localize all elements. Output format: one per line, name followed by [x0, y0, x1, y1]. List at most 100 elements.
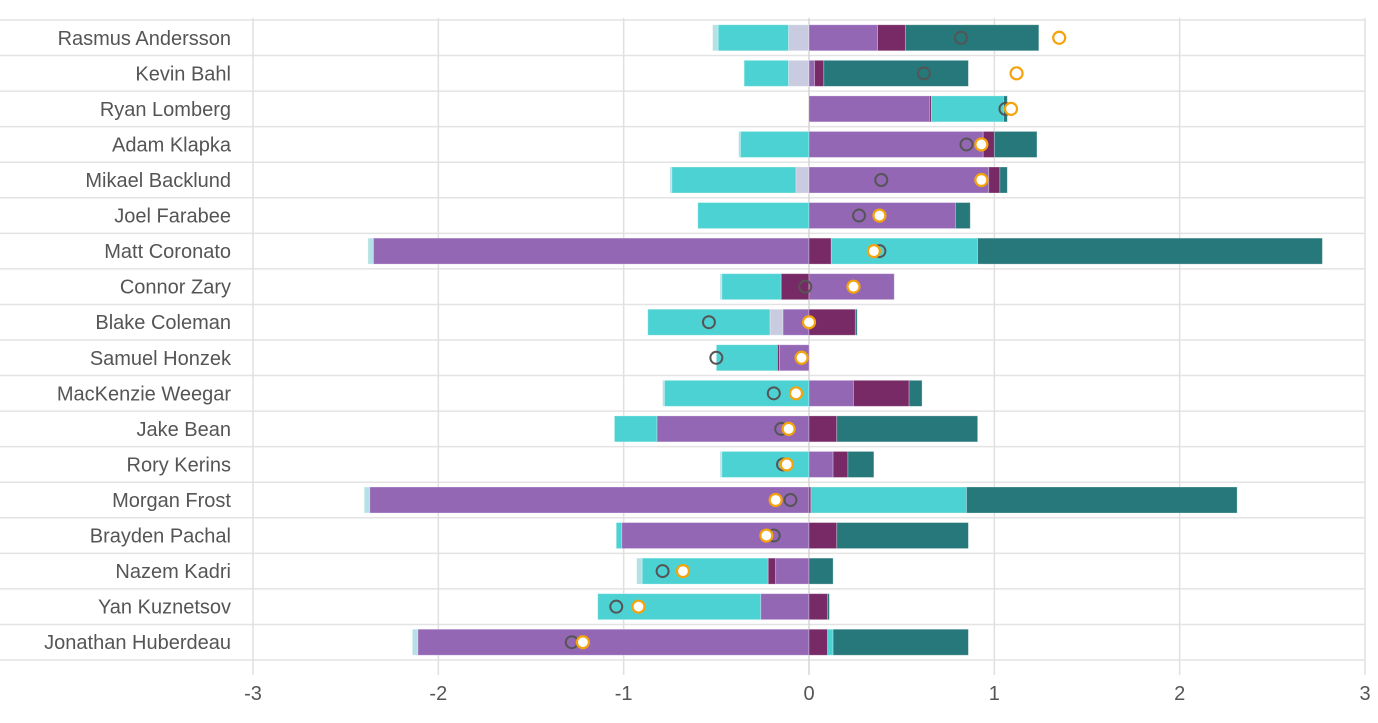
- bar-segment-dp: [877, 24, 906, 52]
- bar-segment-lp: [621, 522, 810, 549]
- bar-segment-cy: [740, 131, 810, 158]
- bar-segment-dp: [814, 59, 825, 87]
- bar-segment-lp: [808, 379, 854, 407]
- bar-segment-cy: [830, 237, 979, 265]
- bar-segment-pc: [738, 131, 741, 158]
- bar-segment-cy: [614, 415, 658, 443]
- x-tick-label: 2: [1174, 683, 1185, 705]
- y-category-label: Mikael Backlund: [85, 170, 231, 192]
- marker-gray: [609, 599, 624, 614]
- bar-segment-lp: [808, 95, 930, 123]
- marker-orange: [1009, 66, 1024, 81]
- bar-segment-dp: [808, 628, 828, 656]
- marker-orange: [788, 386, 804, 401]
- y-category-label: Brayden Pachal: [90, 526, 231, 548]
- bar-segment-pc: [363, 486, 371, 514]
- marker-gray: [959, 137, 974, 152]
- bar-segment-dp: [808, 522, 838, 549]
- bar-segment-te: [832, 628, 969, 656]
- y-category-label: Rasmus Andersson: [58, 28, 231, 50]
- bar-segment-lp: [760, 593, 810, 621]
- bar-segment-dp: [808, 593, 828, 621]
- bar-segment-lp: [808, 24, 878, 52]
- marker-orange: [779, 457, 794, 472]
- marker-gray: [852, 208, 867, 223]
- marker-orange: [866, 244, 881, 259]
- bar-segment-te: [854, 308, 858, 336]
- marker-orange: [846, 279, 861, 294]
- bar-segment-pc: [411, 628, 419, 656]
- x-tick-label: -3: [244, 683, 262, 705]
- bar-segment-te: [993, 131, 1038, 158]
- bar-segment-te: [999, 166, 1008, 194]
- marker-gray: [798, 279, 813, 294]
- bar-segment-lv: [769, 308, 784, 336]
- bar-segment-cy: [715, 344, 778, 372]
- y-category-label: Ryan Lomberg: [100, 99, 231, 121]
- marker-gray: [916, 66, 931, 81]
- bar-segment-dp: [832, 451, 849, 478]
- bar-segment-pc: [712, 24, 719, 52]
- bar-segment-lp: [808, 451, 834, 478]
- y-category-label: Connor Zary: [120, 277, 231, 299]
- marker-gray: [701, 315, 716, 330]
- y-category-label: Joel Farabee: [114, 206, 231, 228]
- bar-segment-cy: [743, 59, 790, 87]
- bar-segment-lp: [775, 557, 810, 585]
- bar-segment-dp: [767, 557, 777, 585]
- bar-segment-cy: [930, 95, 1005, 123]
- x-tick-label: 3: [1359, 683, 1370, 705]
- bar-segment-lp: [373, 237, 810, 265]
- marker-gray: [655, 564, 670, 579]
- marker-orange: [781, 421, 796, 436]
- bar-segment-te: [847, 451, 875, 478]
- marker-orange: [872, 208, 887, 223]
- marker-gray: [953, 30, 968, 45]
- y-category-label: Matt Coronato: [104, 241, 231, 263]
- x-tick-label: -1: [615, 683, 633, 705]
- bar-segment-te: [823, 59, 969, 87]
- marker-gray: [874, 173, 889, 187]
- bar-segment-cy: [641, 557, 769, 585]
- y-category-label: Kevin Bahl: [135, 63, 231, 85]
- y-category-label: Rory Kerins: [127, 454, 231, 476]
- marker-orange: [801, 315, 817, 330]
- y-category-label: Blake Coleman: [95, 312, 231, 334]
- x-tick-label: 1: [989, 683, 1000, 705]
- bar-segment-cy: [810, 486, 967, 514]
- bar-segment-pc: [367, 237, 374, 265]
- marker-orange: [1052, 30, 1067, 45]
- bar-segment-cy: [597, 593, 762, 621]
- marker-orange: [575, 635, 590, 650]
- bar-segment-dp: [808, 415, 838, 443]
- bar-segment-cy: [721, 451, 810, 478]
- bar-segment-te: [836, 522, 969, 549]
- y-category-label: Morgan Frost: [112, 490, 231, 512]
- bar-segment-cy: [697, 202, 810, 229]
- marker-orange: [675, 564, 691, 579]
- bar-segment-dp: [988, 166, 1001, 194]
- bar-segment-te: [904, 24, 1040, 52]
- bar-segment-cy: [827, 628, 834, 656]
- bar-segment-te: [808, 557, 834, 585]
- bar-segment-cy: [664, 379, 810, 407]
- marker-gray: [766, 386, 781, 401]
- bar-segment-lp: [369, 486, 810, 514]
- bar-segment-lp: [417, 628, 810, 656]
- bar-segment-te: [836, 415, 979, 443]
- bar-segment-te: [908, 379, 923, 407]
- bar-segment-te: [977, 237, 1323, 265]
- x-tick-label: -2: [429, 683, 447, 705]
- bar-segment-lp: [808, 202, 956, 229]
- marker-gray: [783, 493, 798, 507]
- bar-segment-pc: [636, 557, 643, 585]
- y-category-label: MacKenzie Weegar: [57, 383, 232, 405]
- bar-segment-te: [827, 593, 830, 621]
- bar-segment-dp: [780, 273, 810, 301]
- bar-segment-cy: [721, 273, 782, 301]
- y-category-label: Yan Kuznetsov: [98, 597, 231, 619]
- x-tick-label: 0: [803, 683, 814, 705]
- marker-gray: [709, 350, 724, 365]
- bar-segment-cy: [717, 24, 790, 52]
